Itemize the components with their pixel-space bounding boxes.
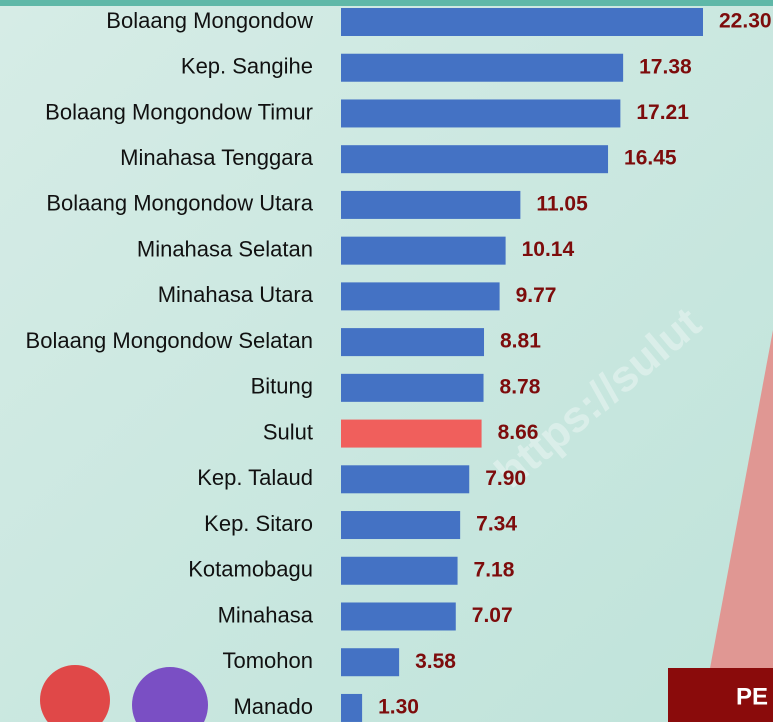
category-label: Bolaang Mongondow (106, 8, 313, 33)
bar (341, 511, 460, 539)
bar (341, 237, 506, 265)
value-label: 3.58 (415, 650, 456, 673)
category-label: Bitung (251, 374, 313, 399)
bar (341, 602, 456, 630)
chart: https://sulut PE Bolaang Mongondow22.30K… (0, 0, 773, 722)
value-label: 17.21 (636, 101, 689, 124)
bar (341, 694, 362, 722)
value-label: 7.07 (472, 604, 513, 627)
category-label: Kotamobagu (188, 557, 313, 582)
value-label: 16.45 (624, 147, 677, 170)
bar (341, 374, 484, 402)
category-label: Kep. Talaud (197, 465, 313, 490)
value-label: 17.38 (639, 55, 692, 78)
bar (341, 8, 703, 36)
category-label: Tomohon (222, 648, 313, 673)
bar (341, 54, 623, 82)
bar (341, 328, 484, 356)
value-label: 7.34 (476, 513, 517, 536)
value-label: 8.78 (500, 375, 541, 398)
value-label: 8.81 (500, 330, 541, 353)
value-label: 7.90 (485, 467, 526, 490)
value-label: 8.66 (498, 421, 539, 444)
bar (341, 99, 620, 127)
value-label: 11.05 (536, 192, 588, 215)
bar (341, 465, 469, 493)
category-label: Sulut (263, 419, 313, 444)
bar (341, 145, 608, 173)
category-label: Minahasa Utara (158, 282, 314, 307)
value-label: 1.30 (378, 695, 419, 718)
bar (341, 557, 458, 585)
category-label: Manado (233, 694, 313, 719)
bar (341, 282, 500, 310)
value-label: 7.18 (474, 558, 515, 581)
top-stripe (0, 0, 773, 6)
value-label: 10.14 (522, 238, 575, 261)
category-label: Bolaang Mongondow Selatan (26, 328, 313, 353)
category-label: Kep. Sangihe (181, 54, 313, 79)
page: {"chart_data": {"type": "bar", "orientat… (0, 0, 773, 722)
category-label: Minahasa Tenggara (120, 145, 314, 170)
category-label: Bolaang Mongondow Timur (45, 99, 313, 124)
bar (341, 648, 399, 676)
category-label: Minahasa Selatan (137, 236, 313, 261)
category-label: Minahasa (218, 602, 314, 627)
value-label: 9.77 (516, 284, 557, 307)
value-label: 22.30 (719, 10, 772, 33)
bar (341, 420, 482, 448)
category-label: Bolaang Mongondow Utara (46, 191, 313, 216)
bar (341, 191, 520, 219)
category-label: Kep. Sitaro (204, 511, 313, 536)
banner-text: PE (736, 683, 768, 710)
